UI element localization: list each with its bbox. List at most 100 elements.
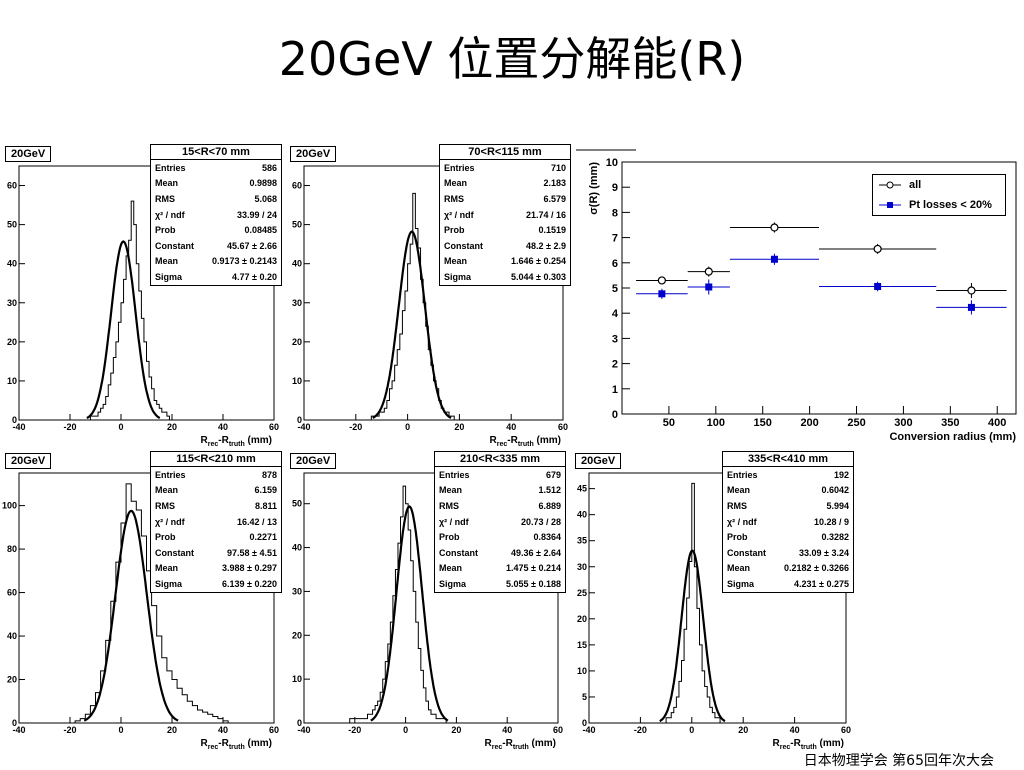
summary-x-tick-label: 150: [754, 417, 772, 429]
stat-key: RMS: [444, 193, 464, 204]
x-tick-label: 60: [558, 422, 568, 432]
summary-x-tick-label: 350: [941, 417, 959, 429]
stat-value: 8.811: [254, 500, 277, 511]
histogram-panel-4: 20GeV 0 10 20 30 40 50 -40 -20 0 20 40 60 Rrec-Rtruth…: [286, 449, 568, 749]
stat-row: Entries 878: [151, 467, 281, 483]
stat-key: Mean: [155, 178, 179, 189]
y-tick-label: 20: [292, 337, 302, 347]
stat-row: Mean 1.512: [435, 483, 565, 499]
histogram-bin: [177, 688, 182, 723]
stat-key: Mean: [439, 563, 463, 574]
stat-box-title: 210<R<335 mm: [435, 452, 565, 467]
histogram-panel-1: 20GeV 0 10 20 30 40 50 60 -40 -20 0 20 40 60 Rrec-Rtru…: [1, 142, 284, 446]
summary-y-tick-label: 1: [612, 384, 618, 396]
y-tick-label: 40: [7, 631, 17, 641]
data-point-all: [770, 223, 779, 232]
histogram-bin: [431, 714, 434, 723]
stat-value: 710: [550, 162, 566, 173]
plot-frame: [303, 472, 559, 724]
stat-row: Entries 710: [440, 160, 570, 176]
histogram-bin: [397, 350, 400, 420]
summary-y-tick-label: 10: [606, 157, 618, 169]
y-tick-label: 40: [7, 259, 17, 269]
summary-y-tick-label: 0: [612, 409, 618, 421]
histogram-bin: [357, 719, 360, 723]
y-tick-label: 10: [292, 376, 302, 386]
stat-key: Prob: [155, 532, 176, 543]
stat-value: 6.579: [543, 193, 566, 204]
histogram-bin: [187, 701, 192, 723]
histogram-bin: [705, 687, 708, 723]
legend-marker-blue-square-icon: [879, 202, 901, 208]
histogram-bars: [89, 200, 170, 420]
stat-value: 878: [261, 469, 277, 480]
x-tick-label: 60: [841, 725, 851, 735]
panel-energy-tag: 20GeV: [575, 453, 622, 469]
summary-y-tick-label: 9: [612, 182, 618, 194]
y-tick-label: 0: [297, 415, 302, 425]
histogram-panel-3: 20GeV 0 20 40 60 80 100 -40 -20 0 20 40 60 Rrec-Rtrut…: [1, 449, 284, 749]
y-tick-label: 20: [292, 630, 302, 640]
y-tick-label: 10: [7, 376, 17, 386]
stat-row: RMS 6.889: [435, 498, 565, 514]
stat-row: RMS 5.068: [151, 191, 281, 207]
stat-key: Sigma: [155, 578, 183, 589]
x-tick-label: 60: [269, 422, 279, 432]
stat-key: Entries: [155, 162, 186, 173]
histogram-bin: [415, 229, 418, 420]
stat-value: 21.74 / 16: [525, 209, 566, 220]
stat-value: 0.1519: [538, 225, 566, 236]
stat-value: 1.512: [538, 485, 561, 496]
legend-label-pt-losses: Pt losses < 20%: [909, 199, 992, 211]
y-tick-label: 10: [292, 674, 302, 684]
stat-row: Mean 2.183: [440, 176, 570, 192]
histogram-bin: [413, 591, 416, 723]
y-tick-label: 35: [577, 536, 587, 546]
histogram-bin: [707, 697, 710, 723]
histogram-bin: [93, 416, 96, 420]
y-tick-label: 40: [292, 543, 302, 553]
stat-row: Prob 0.8364: [435, 529, 565, 545]
stat-row: Constant 48.2 ± 2.9: [440, 238, 570, 254]
stat-row: Mean 6.159: [151, 483, 281, 499]
summary-x-tick-label: 50: [663, 417, 675, 429]
stat-row: RMS 8.811: [151, 498, 281, 514]
histogram-bin: [426, 701, 429, 723]
histogram-bin: [362, 719, 365, 723]
x-tick-label: -40: [582, 725, 595, 735]
gaussian-fit-curve: [372, 230, 452, 419]
stat-row: Entries 192: [723, 467, 853, 483]
histogram-bin: [121, 303, 124, 420]
plot-frame: [18, 165, 275, 421]
stat-row: Constant 97.58 ± 4.51: [151, 545, 281, 561]
legend-item-pt-losses: Pt losses < 20%: [873, 195, 1005, 215]
stat-key: RMS: [155, 500, 175, 511]
histogram-bin: [428, 710, 431, 723]
fit-statistics-box: 15<R<70 mm Entries 586 Mean 0.9898 RMS 5.068 χ²…: [150, 144, 282, 286]
histogram-bin: [697, 608, 700, 723]
histogram-bin: [669, 718, 672, 723]
y-tick-label: 30: [292, 586, 302, 596]
summary-y-tick-label: 6: [612, 258, 618, 270]
histogram-bin: [413, 193, 416, 420]
stat-key: Mean: [727, 485, 751, 496]
data-point-pt-losses: [874, 282, 882, 290]
x-tick-label: 20: [167, 725, 177, 735]
stat-row: χ² / ndf 33.99 / 24: [151, 207, 281, 223]
stat-key: RMS: [439, 500, 459, 511]
x-tick-label: 60: [553, 725, 563, 735]
x-tick-label: -40: [12, 725, 25, 735]
stat-value: 4.77 ± 0.20: [232, 271, 277, 282]
histogram-bin: [208, 714, 213, 723]
gaussian-fit-curve: [86, 240, 161, 420]
histogram-plot: 0 10 20 30 40 50 -40 -20 0 20 40 60 Rrec-Rtruth (mm): [292, 472, 563, 749]
summary-y-tick-label: 7: [612, 233, 618, 245]
stat-key: Prob: [727, 532, 748, 543]
stat-box-title: 15<R<70 mm: [151, 145, 281, 160]
stat-key: Mean: [444, 178, 468, 189]
x-axis-title: Rrec-Rtruth (mm): [773, 738, 845, 749]
stat-value: 6.139 ± 0.220: [222, 578, 277, 589]
histogram-plot: 0 10 20 30 40 50 60 -40 -20 0 20 40 60 Rrec-Rtruth (m…: [292, 165, 568, 446]
x-tick-label: 40: [506, 422, 516, 432]
x-tick-label: 40: [502, 725, 512, 735]
